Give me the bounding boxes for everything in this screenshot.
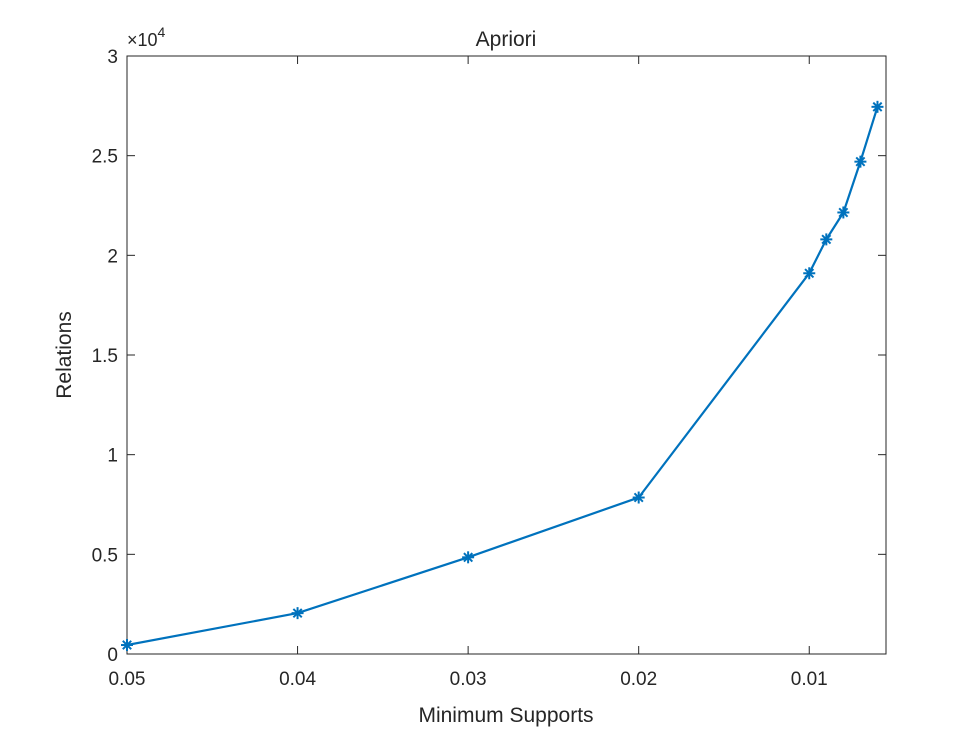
data-point-marker xyxy=(854,155,867,168)
y-axis-label: Relations xyxy=(53,311,76,399)
marker-stroke xyxy=(122,640,132,650)
x-tick-label: 0.03 xyxy=(450,669,487,690)
marker-stroke xyxy=(855,156,866,167)
marker-stroke xyxy=(838,207,849,218)
marker-stroke xyxy=(633,492,644,503)
y-exponent-base: ×10 xyxy=(127,30,158,50)
y-tick-label: 1 xyxy=(107,446,118,467)
data-point-marker xyxy=(632,491,645,504)
data-point-marker xyxy=(803,267,816,280)
plot-area-box xyxy=(126,55,887,655)
series-line xyxy=(126,106,879,647)
y-axis-exponent: ×104 xyxy=(127,24,166,50)
x-tick-label: 0.02 xyxy=(620,669,657,690)
marker-stroke xyxy=(463,552,474,563)
y-tick-label: 2.5 xyxy=(92,147,118,168)
marker-stroke xyxy=(872,101,883,112)
data-point-marker xyxy=(837,206,850,219)
x-tick-label: 0.04 xyxy=(279,669,316,690)
data-point-marker xyxy=(871,100,884,113)
data-point-marker xyxy=(462,551,475,564)
y-exponent-power: 4 xyxy=(158,24,166,40)
y-tick-label: 2 xyxy=(107,246,118,267)
marker-stroke xyxy=(821,234,832,245)
x-tick-label: 0.05 xyxy=(109,669,146,690)
marker-stroke xyxy=(292,608,303,619)
y-tick-label: 0.5 xyxy=(92,545,118,566)
x-tick-label: 0.01 xyxy=(791,669,828,690)
data-point-marker xyxy=(291,607,304,620)
data-point-marker xyxy=(121,639,133,652)
x-axis-label: Minimum Supports xyxy=(418,704,593,727)
chart-title: Apriori xyxy=(476,28,537,51)
y-tick-label: 0 xyxy=(107,645,118,666)
y-tick-label: 1.5 xyxy=(92,346,118,367)
data-point-marker xyxy=(820,233,833,246)
y-tick-label: 3 xyxy=(107,47,118,68)
marker-stroke xyxy=(804,268,815,279)
